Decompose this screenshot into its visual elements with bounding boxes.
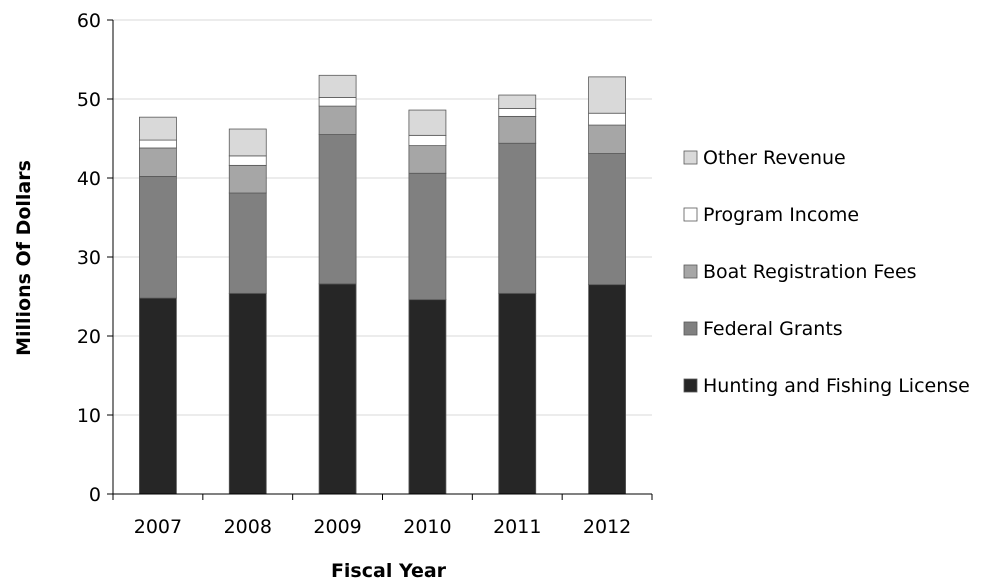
bar-segment (588, 284, 626, 495)
x-tick-label: 2007 (134, 516, 182, 538)
y-tick-label: 30 (77, 247, 101, 269)
x-tick-label: 2009 (313, 516, 361, 538)
bar-segment (318, 105, 357, 135)
axes (107, 19, 653, 500)
bar-segment (228, 155, 267, 166)
bar-segment (498, 292, 537, 495)
y-tick-label: 10 (77, 405, 101, 427)
bar-segment (588, 76, 626, 114)
bar-segment (318, 134, 357, 285)
y-tick-label: 50 (77, 89, 101, 111)
legend-swatch (683, 264, 698, 279)
legend-swatch (683, 150, 698, 165)
x-tick-label: 2011 (493, 516, 541, 538)
bar-segment (498, 142, 537, 294)
y-axis-title: Millions Of Dollars (13, 160, 35, 356)
bar-segment (588, 124, 626, 154)
y-tick-label: 60 (77, 10, 101, 32)
bar-segment (139, 147, 177, 177)
bar-segment (228, 164, 267, 194)
legend-label: Boat Registration Fees (703, 261, 917, 283)
bar-segment (139, 139, 177, 149)
legend-label: Hunting and Fishing License (703, 375, 970, 397)
x-tick-label: 2010 (403, 516, 451, 538)
x-tick-label: 2008 (224, 516, 272, 538)
bar-segment (498, 115, 537, 144)
bar-segment (408, 299, 447, 495)
y-tick-label: 0 (89, 484, 101, 506)
x-axis-title: Fiscal Year (331, 560, 447, 580)
legend: Other Revenue Program Income Boat Registra… (683, 147, 970, 397)
legend-swatch (683, 378, 698, 393)
bar-segment (498, 94, 537, 109)
bar-segment (318, 97, 357, 107)
y-tick-label: 40 (77, 168, 101, 190)
bar-segment (408, 134, 447, 147)
legend-swatch (683, 321, 698, 336)
gridlines (113, 19, 652, 416)
bar-segment (408, 145, 447, 174)
bar-segment (228, 192, 267, 294)
legend-label: Federal Grants (703, 318, 843, 340)
bar-segment (228, 292, 267, 495)
bar-segment (588, 153, 626, 286)
bar-segment (498, 108, 537, 117)
legend-swatch (683, 207, 698, 222)
y-tick-labels: 0 10 20 30 40 50 60 (77, 10, 101, 506)
bar-segment (318, 74, 357, 98)
bar-segment (408, 109, 447, 136)
bar-segment (139, 176, 177, 299)
bar-segment (228, 128, 267, 157)
bar-segment (318, 283, 357, 495)
x-tick-labels: 2007 2008 2009 2010 2011 2012 (134, 516, 632, 538)
bars (139, 74, 626, 495)
bar-segment (408, 172, 447, 301)
bar-segment (139, 116, 177, 141)
legend-label: Other Revenue (703, 147, 846, 169)
x-tick-label: 2012 (583, 516, 631, 538)
bar-segment (139, 297, 177, 495)
legend-label: Program Income (703, 204, 859, 226)
y-tick-label: 20 (77, 326, 101, 348)
bar-segment (588, 112, 626, 126)
